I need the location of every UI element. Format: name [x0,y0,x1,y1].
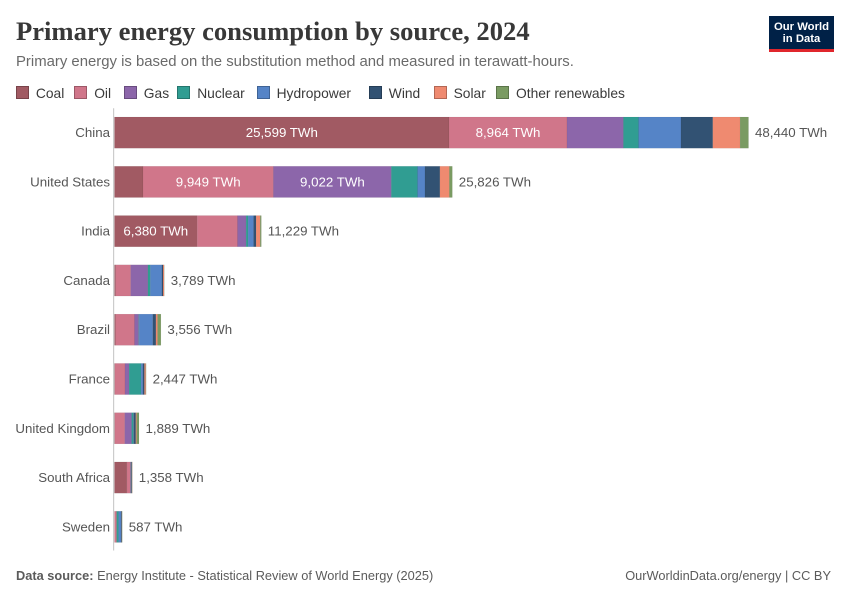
svg-text:9,949 TWh: 9,949 TWh [176,174,241,189]
svg-text:United Kingdom: United Kingdom [15,421,110,436]
svg-text:3,789 TWh: 3,789 TWh [171,273,236,288]
svg-text:China: China [75,125,110,140]
svg-text:9,022 TWh: 9,022 TWh [300,174,365,189]
svg-text:587 TWh: 587 TWh [129,519,183,534]
svg-text:South Africa: South Africa [38,470,110,485]
svg-text:India: India [81,224,110,239]
svg-text:2,447 TWh: 2,447 TWh [153,372,218,387]
svg-text:Sweden: Sweden [62,519,110,534]
svg-text:Canada: Canada [63,273,110,288]
svg-text:6,380 TWh: 6,380 TWh [123,224,188,239]
svg-text:1,358 TWh: 1,358 TWh [139,470,204,485]
svg-text:25,826 TWh: 25,826 TWh [459,174,531,189]
svg-text:Brazil: Brazil [77,322,110,337]
svg-text:France: France [69,372,110,387]
svg-text:3,556 TWh: 3,556 TWh [167,322,232,337]
svg-text:25,599 TWh: 25,599 TWh [246,125,318,140]
svg-text:48,440 TWh: 48,440 TWh [755,125,827,140]
svg-text:11,229 TWh: 11,229 TWh [268,224,339,239]
svg-text:8,964 TWh: 8,964 TWh [476,125,541,140]
svg-text:1,889 TWh: 1,889 TWh [146,421,211,436]
svg-text:United States: United States [30,174,110,189]
